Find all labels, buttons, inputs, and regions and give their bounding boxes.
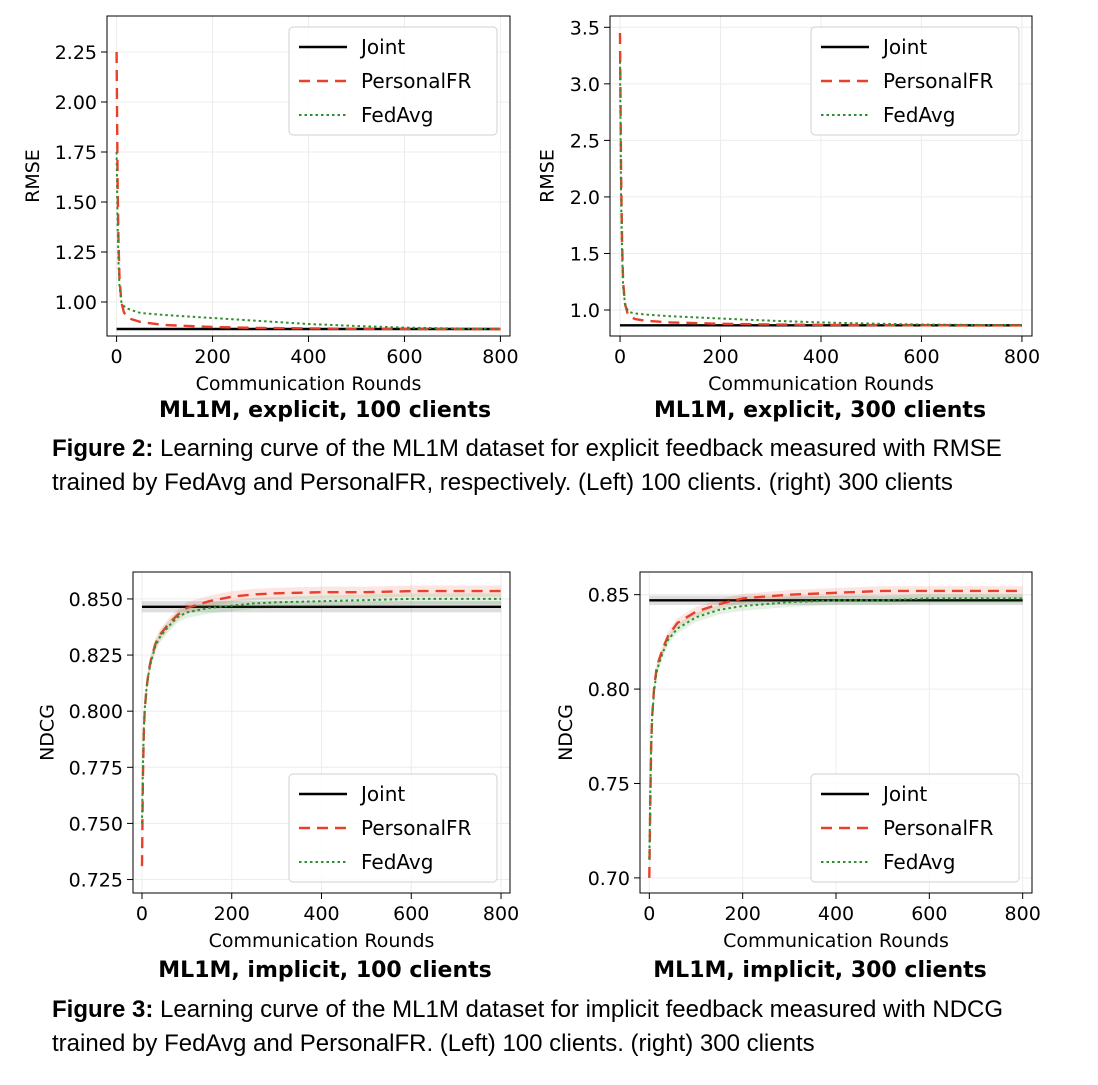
legend-label-personalfr: PersonalFR <box>883 816 994 840</box>
chart-explicit-300: 0 200 400 600 800 1.0 1.5 2.0 2.5 3.0 3.5 Communica… <box>537 15 1040 395</box>
x-tick-label: 0 <box>111 346 123 368</box>
x-tick-label: 800 <box>1004 346 1040 368</box>
x-axis-label: Communication Rounds <box>723 930 949 952</box>
x-tick-label: 400 <box>818 903 854 925</box>
legend-label-fedavg: FedAvg <box>361 850 433 874</box>
y-tick-label: 0.75 <box>588 773 630 795</box>
y-tick-label: 0.70 <box>588 868 630 890</box>
series-line-personalfr <box>115 51 501 331</box>
x-tick-label: 600 <box>393 903 429 925</box>
x-tick-label: 800 <box>1005 903 1041 925</box>
y-tick-label: 0.800 <box>69 701 123 723</box>
y-tick-label: 3.0 <box>570 74 600 96</box>
y-tick-label: 0.850 <box>69 589 123 611</box>
legend-label-fedavg: FedAvg <box>883 850 955 874</box>
series-band <box>649 593 1023 864</box>
series-line-personalfr <box>648 589 1023 878</box>
chart-implicit-300: 0 200 400 600 800 0.70 0.75 0.80 0.85 Communicati… <box>555 571 1041 952</box>
chart-panel-explicit-100: 0 200 400 600 800 1.00 1.25 1.50 1.75 2.00 2.25 Com… <box>0 0 540 400</box>
x-tick-label: 400 <box>303 903 339 925</box>
x-tick-label: 200 <box>702 346 738 368</box>
y-tick-label: 2.5 <box>570 130 600 152</box>
y-tick-label: 1.0 <box>570 300 600 322</box>
chart-explicit-100: 0 200 400 600 800 1.00 1.25 1.50 1.75 2.00 2.25 Com… <box>22 15 519 395</box>
y-tick-label: 1.50 <box>55 192 97 214</box>
figure-2-label: Figure 2: <box>52 435 154 462</box>
panel-title-implicit-100: ML1M, implicit, 100 clients <box>158 958 492 983</box>
chart-panel-implicit-100: 0 200 400 600 800 0.725 0.750 0.775 0.800 0.825 0.… <box>0 560 540 960</box>
x-tick-label: 0 <box>643 903 655 925</box>
x-tick-label: 400 <box>290 346 326 368</box>
y-axis-label: NDCG <box>37 704 59 761</box>
chart-panel-explicit-300: 0 200 400 600 800 1.0 1.5 2.0 2.5 3.0 3.5 Communica… <box>530 0 1090 400</box>
figure-3-caption: Figure 3: Learning curve of the ML1M dat… <box>52 993 1072 1061</box>
x-tick-label: 0 <box>614 346 626 368</box>
y-tick-label: 1.00 <box>55 292 97 314</box>
series-line-personalfr <box>140 589 501 867</box>
x-tick-label: 600 <box>903 346 939 368</box>
legend-label-personalfr: PersonalFR <box>361 816 472 840</box>
y-tick-label: 0.750 <box>69 813 123 835</box>
legend-box <box>288 26 498 136</box>
x-tick-label: 600 <box>911 903 947 925</box>
y-tick-label: 3.5 <box>570 17 600 39</box>
y-tick-label: 0.85 <box>588 585 630 607</box>
legend-label-personalfr: PersonalFR <box>361 69 472 93</box>
legend-label-personalfr: PersonalFR <box>883 69 994 93</box>
series-line-personalfr <box>618 32 1022 327</box>
figure-2-caption: Figure 2: Learning curve of the ML1M dat… <box>52 432 1072 500</box>
series-line-fedavg <box>141 597 501 824</box>
x-tick-label: 200 <box>194 346 230 368</box>
x-tick-label: 600 <box>386 346 422 368</box>
x-axis-label: Communication Rounds <box>196 373 422 395</box>
y-tick-label: 0.80 <box>588 679 630 701</box>
x-axis-label: Communication Rounds <box>708 373 934 395</box>
x-tick-label: 800 <box>482 346 518 368</box>
y-axis-label: NDCG <box>555 704 577 761</box>
figure-2-text: Learning curve of the ML1M dataset for e… <box>52 435 1002 496</box>
panel-title-implicit-300: ML1M, implicit, 300 clients <box>653 958 987 983</box>
x-tick-label: 200 <box>214 903 250 925</box>
series-band <box>649 586 1023 883</box>
legend-box <box>810 26 1020 136</box>
y-tick-label: 1.5 <box>570 243 600 265</box>
x-axis-label: Communication Rounds <box>209 930 435 952</box>
figure-3-text: Learning curve of the ML1M dataset for i… <box>52 996 1004 1057</box>
figure-3-label: Figure 3: <box>52 996 154 1023</box>
y-axis-label: RMSE <box>22 149 44 203</box>
y-tick-label: 2.25 <box>55 42 97 64</box>
y-tick-label: 2.0 <box>570 187 600 209</box>
legend-label-fedavg: FedAvg <box>361 103 433 127</box>
y-axis-label: RMSE <box>537 149 559 203</box>
legend-label-joint: Joint <box>359 782 405 806</box>
legend-label-joint: Joint <box>881 35 927 59</box>
legend-label-joint: Joint <box>881 782 927 806</box>
chart-implicit-100: 0 200 400 600 800 0.725 0.750 0.775 0.800 0.825 0.… <box>37 571 519 952</box>
y-tick-label: 1.25 <box>55 242 97 264</box>
series-line-fedavg <box>648 597 1023 860</box>
legend-box <box>288 773 498 883</box>
x-tick-label: 400 <box>803 346 839 368</box>
legend-label-joint: Joint <box>359 35 405 59</box>
chart-panel-implicit-300: 0 200 400 600 800 0.70 0.75 0.80 0.85 Communicati… <box>530 560 1090 960</box>
legend-label-fedavg: FedAvg <box>883 103 955 127</box>
x-tick-label: 800 <box>483 903 519 925</box>
legend-box <box>810 773 1020 883</box>
panel-title-explicit-300: ML1M, explicit, 300 clients <box>653 398 987 423</box>
series-line-fedavg <box>619 61 1023 327</box>
panel-title-explicit-100: ML1M, explicit, 100 clients <box>158 398 492 423</box>
x-tick-label: 0 <box>136 903 148 925</box>
y-tick-label: 0.825 <box>69 645 123 667</box>
y-tick-label: 2.00 <box>55 92 97 114</box>
y-tick-label: 0.775 <box>69 757 123 779</box>
y-tick-label: 1.75 <box>55 142 97 164</box>
x-tick-label: 200 <box>725 903 761 925</box>
y-tick-label: 0.725 <box>69 870 123 892</box>
